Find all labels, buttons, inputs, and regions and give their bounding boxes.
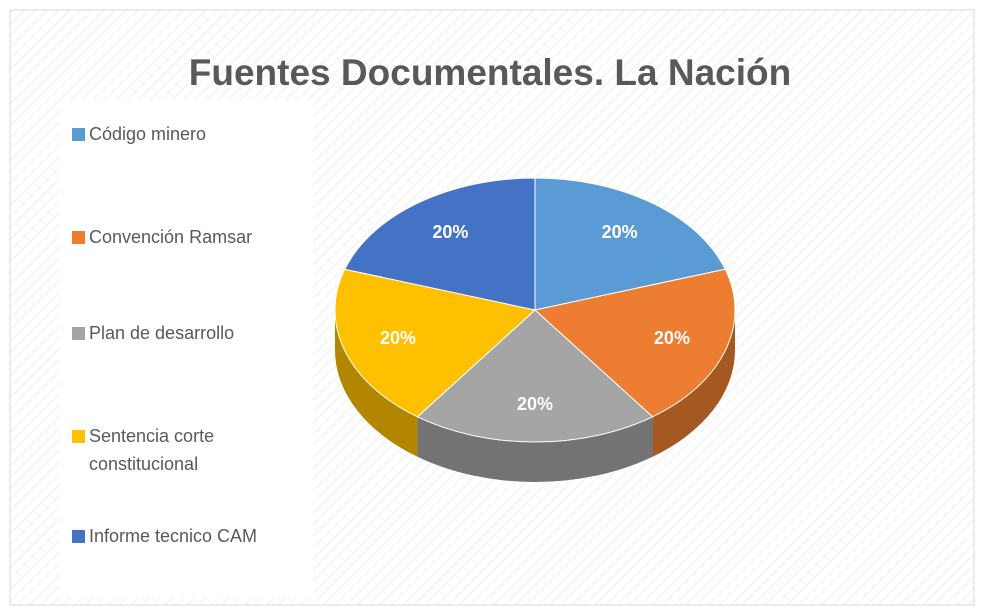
legend-swatch <box>72 327 85 340</box>
data-label: 20% <box>517 394 553 414</box>
slice <box>334 268 537 418</box>
legend-item: Convención Ramsar <box>72 223 279 251</box>
slice-side <box>335 310 418 457</box>
slice <box>416 309 654 443</box>
legend-item: Plan de desarrollo <box>72 319 279 347</box>
slice <box>344 177 536 311</box>
data-label: 20% <box>654 328 690 348</box>
legend-item: Sentencia corte constitucional <box>72 422 279 478</box>
legend-label: Código minero <box>89 124 207 144</box>
data-label: 20% <box>432 222 468 242</box>
data-label: 20% <box>380 328 416 348</box>
slice-side <box>417 416 653 483</box>
legend-swatch <box>72 128 85 141</box>
legend-swatch <box>72 231 85 244</box>
legend-item: Código minero <box>72 120 279 148</box>
legend-label: Convención Ramsar <box>89 227 253 247</box>
legend-label: Sentencia corte constitucional <box>89 426 215 474</box>
legend-swatch <box>72 530 85 543</box>
data-label: 20% <box>602 222 638 242</box>
legend: Código minero Convención Ramsar Plan de de… <box>60 100 313 598</box>
legend-item: Informe tecnico CAM <box>72 522 279 550</box>
slice-side <box>652 310 735 457</box>
legend-label: Informe tecnico CAM <box>89 526 258 546</box>
slice <box>533 268 736 418</box>
legend-swatch <box>72 430 85 443</box>
legend-label: Plan de desarrollo <box>89 323 235 343</box>
slice <box>534 177 726 311</box>
chart-title: Fuentes Documentales. La Nación <box>189 52 791 93</box>
